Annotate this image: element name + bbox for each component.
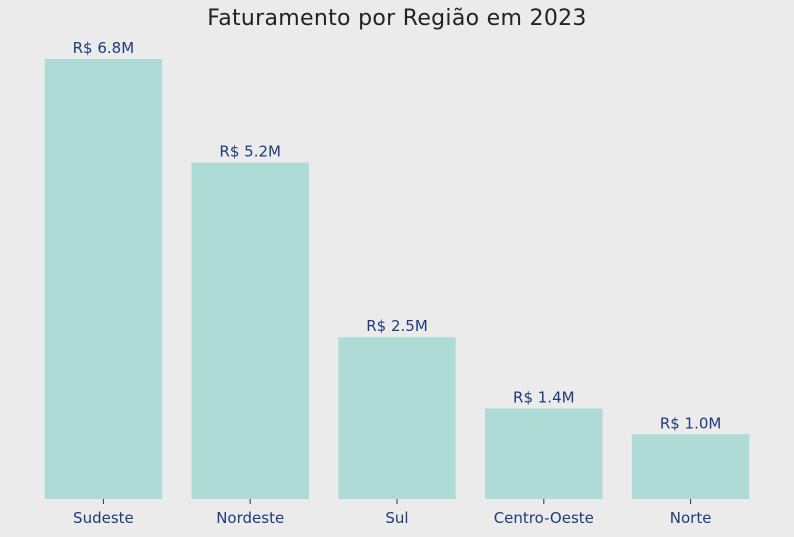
value-label-centro-oeste: R$ 1.4M — [513, 388, 575, 406]
x-tick-label-norte: Norte — [670, 509, 712, 527]
x-tick-label-sudeste: Sudeste — [73, 509, 134, 527]
bar-sudeste — [44, 59, 163, 499]
value-label-nordeste: R$ 5.2M — [219, 143, 281, 161]
x-tick-label-centro-oeste: Centro-Oeste — [494, 509, 594, 527]
chart-title: Faturamento por Região em 2023 — [207, 6, 587, 31]
bar-norte — [631, 434, 750, 499]
bar-nordeste — [191, 162, 309, 499]
value-label-norte: R$ 1.0M — [660, 414, 722, 432]
value-label-sudeste: R$ 6.8M — [73, 39, 135, 57]
value-label-sul: R$ 2.5M — [366, 317, 428, 335]
bar-centro-oeste — [485, 408, 603, 499]
x-tick-label-sul: Sul — [385, 509, 408, 527]
bar-sul — [338, 337, 456, 499]
x-tick-label-nordeste: Nordeste — [216, 509, 284, 527]
